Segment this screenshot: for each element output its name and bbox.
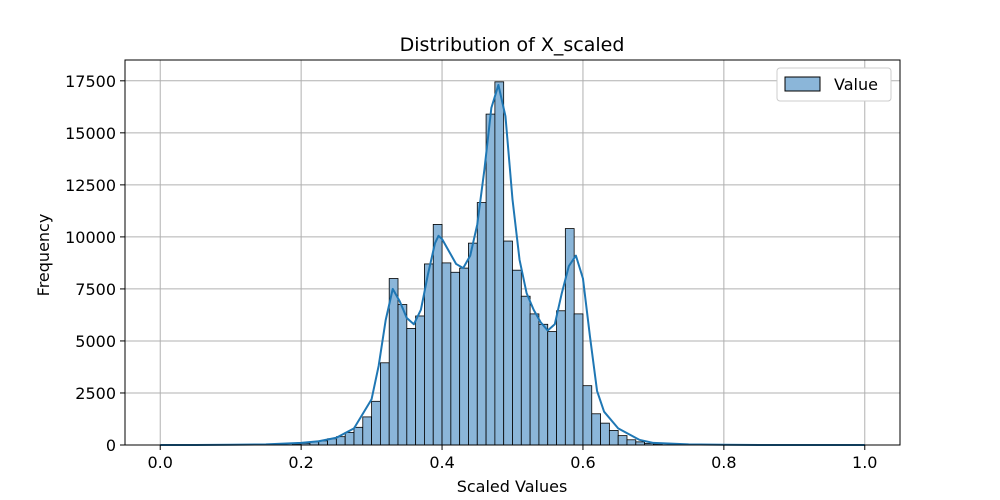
histogram-bar	[406, 328, 417, 446]
y-tick-label: 7500	[75, 280, 116, 299]
x-tick-label: 0.8	[711, 453, 736, 472]
legend: Value	[776, 67, 892, 102]
x-tick-label: 0.6	[570, 453, 595, 472]
histogram-bar	[441, 262, 452, 446]
histogram-bar	[476, 202, 487, 446]
histogram-bar	[432, 224, 443, 446]
histogram-bar	[512, 269, 522, 446]
kde-curve	[160, 83, 865, 446]
y-tick-label: 17500	[65, 72, 116, 91]
chart-title: Distribution of X_scaled	[400, 34, 625, 56]
histogram-bar	[591, 413, 601, 446]
y-tick-label: 2500	[75, 384, 116, 403]
histogram-bar	[547, 331, 557, 446]
histogram-bar	[415, 315, 425, 446]
x-tick-label: 0.2	[288, 453, 313, 472]
y-tick-label: 5000	[75, 332, 116, 351]
histogram-bar	[573, 313, 584, 446]
histogram-bar	[520, 295, 531, 446]
y-tick-label: 0	[106, 436, 116, 455]
x-tick-label: 0.0	[148, 453, 173, 472]
y-tick-label: 15000	[65, 124, 116, 143]
histogram-bar	[468, 242, 478, 446]
histogram-bar	[371, 400, 381, 446]
histogram-bars	[291, 81, 663, 446]
histogram-bar	[485, 113, 496, 446]
histogram-bar	[608, 430, 619, 446]
histogram-bar	[424, 263, 434, 446]
plot-area-frame	[124, 59, 901, 446]
y-tick-label: 12500	[65, 176, 116, 195]
legend-label: Value	[834, 75, 878, 94]
histogram-bar	[582, 385, 593, 446]
histogram-bar	[388, 278, 399, 446]
histogram-bar	[362, 416, 372, 446]
legend-swatch	[784, 76, 821, 92]
y-axis-title: Frequency	[34, 214, 53, 297]
histogram-bar	[556, 310, 566, 446]
histogram-bar	[379, 362, 390, 446]
histogram-bar	[529, 313, 540, 446]
histogram-bar	[538, 323, 549, 446]
x-tick-label: 0.4	[429, 453, 454, 472]
x-axis-title: Scaled Values	[457, 477, 568, 496]
histogram-bar	[626, 439, 637, 446]
axis-ticks: 0.0 0.2 0.4 0.6 0.8 1.0 0 2500 5000 7500 10000 1250…	[65, 72, 877, 472]
histogram-bar	[450, 271, 461, 446]
histogram-bar	[494, 81, 505, 446]
histogram-bar	[397, 304, 408, 446]
x-tick-label: 1.0	[852, 453, 877, 472]
kde-curve-group	[160, 83, 865, 446]
y-tick-label: 10000	[65, 228, 116, 247]
histogram-bar	[503, 240, 513, 446]
histogram-bar	[617, 435, 628, 446]
histogram-bar	[600, 422, 610, 446]
histogram-bar	[353, 426, 364, 446]
legend-box	[776, 67, 892, 102]
histogram-bar	[459, 267, 469, 446]
histogram-bar	[344, 432, 355, 446]
